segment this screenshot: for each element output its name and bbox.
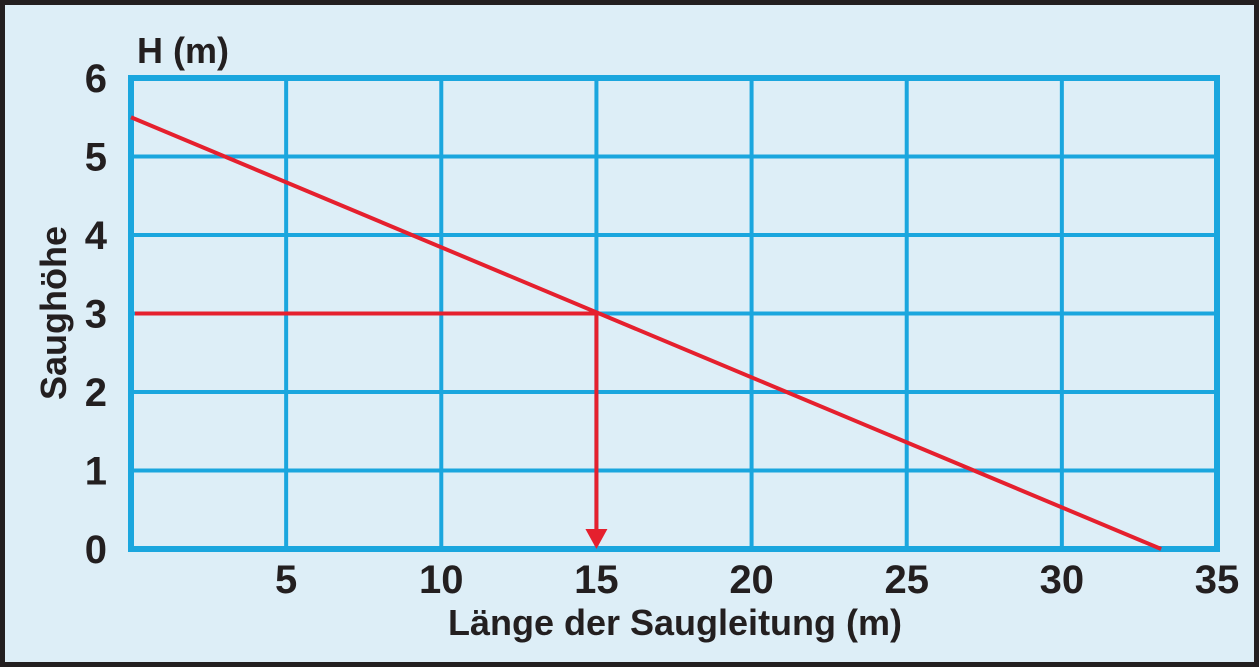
chart-frame [5,5,1254,662]
x-tick-labels: 5 10 15 20 25 30 35 [275,558,1239,602]
y-axis-title: Saughöhe [33,226,74,400]
y-tick-labels: 0 1 2 3 4 5 6 [85,57,108,572]
y-tick-label: 3 [85,293,107,337]
y-tick-label: 6 [85,57,107,101]
y-tick-label: 5 [85,136,107,180]
y-tick-label: 4 [85,214,108,258]
y-unit-label: H (m) [137,30,229,71]
x-axis-title: Länge der Saugleitung (m) [448,602,902,643]
x-tick-label: 25 [884,558,929,602]
plot-border [128,75,1220,552]
y-tick-label: 0 [85,528,107,572]
annotation-arrowhead [585,529,608,549]
y-tick-label: 1 [85,450,107,494]
x-tick-label: 5 [275,558,297,602]
y-tick-label: 2 [85,371,107,415]
annotation-guide [135,311,599,531]
x-tick-label: 10 [419,558,464,602]
x-tick-label: 15 [574,558,619,602]
series-line [130,115,1162,551]
series-layer [130,115,1162,551]
x-tick-label: 20 [729,558,774,602]
x-tick-label: 35 [1195,558,1240,602]
x-tick-label: 30 [1040,558,1085,602]
